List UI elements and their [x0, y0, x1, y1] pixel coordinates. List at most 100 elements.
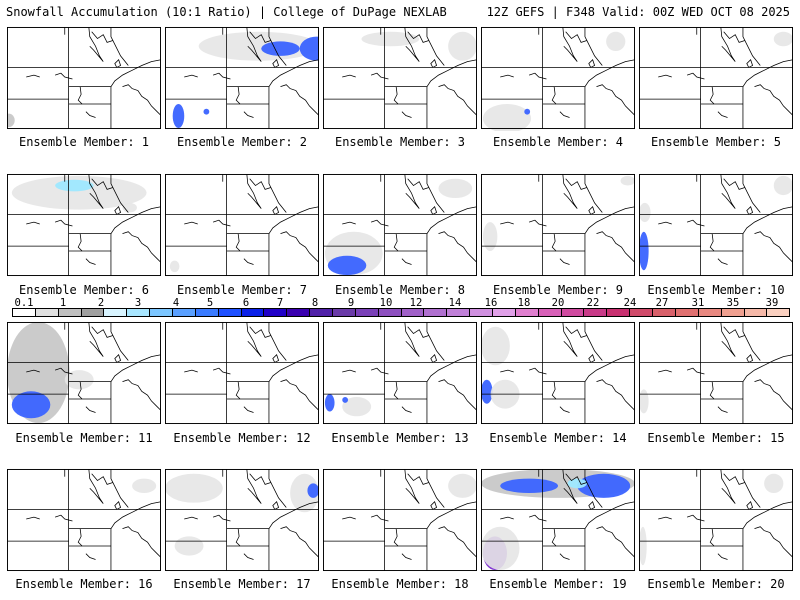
- member-map-canvas: [323, 321, 477, 425]
- member-map-canvas: [7, 173, 161, 277]
- ensemble-member-map: [323, 320, 477, 426]
- ensemble-member-map: [165, 25, 319, 131]
- legend-color-swatch: [104, 309, 128, 316]
- legend-color-swatch: [584, 309, 608, 316]
- snowfall-area: [524, 108, 531, 115]
- member-caption: Ensemble Member: 5: [650, 135, 782, 149]
- member-map-canvas: [323, 173, 477, 277]
- snowfall-area: [773, 175, 793, 196]
- member-caption: Ensemble Member: 2: [176, 135, 308, 149]
- snowfall-area: [7, 113, 15, 128]
- member-caption: Ensemble Member: 20: [647, 577, 785, 591]
- legend-tick-label: 1: [59, 297, 67, 309]
- member-caption: Ensemble Member: 8: [334, 283, 466, 297]
- member-caption: Ensemble Member: 1: [18, 135, 150, 149]
- member-map-canvas: [481, 468, 635, 572]
- legend-color-swatch: [195, 309, 219, 316]
- snowfall-area: [169, 260, 180, 273]
- member-caption: Ensemble Member: 17: [173, 577, 311, 591]
- legend-tick-label: 27: [655, 297, 669, 309]
- snowfall-area: [132, 478, 157, 494]
- legend-tick-label: 2: [97, 297, 105, 309]
- ensemble-member-map: [7, 25, 161, 131]
- snowfall-area: [11, 175, 147, 210]
- legend-tick-label: 7: [276, 297, 284, 309]
- snowfall-area: [764, 473, 784, 494]
- legend-color-swatch: [35, 309, 59, 316]
- legend-color-swatch: [333, 309, 356, 316]
- member-map-canvas: [7, 321, 161, 425]
- member-caption: Ensemble Member: 9: [492, 283, 624, 297]
- ensemble-member-map: [481, 320, 635, 426]
- member-caption: Ensemble Member: 12: [173, 431, 311, 445]
- legend-color-swatch: [653, 309, 676, 316]
- legend-color-bar: [12, 308, 790, 317]
- snowfall-area: [172, 103, 185, 129]
- ensemble-member-map: [639, 320, 793, 426]
- member-caption: Ensemble Member: 18: [331, 577, 469, 591]
- snowfall-area: [773, 31, 793, 47]
- legend-color-swatch: [287, 309, 311, 316]
- legend-color-swatch: [630, 309, 654, 316]
- legend-tick-label: 39: [765, 297, 779, 309]
- snowfall-color-legend: 0.1 1 2 3 4 5 6 7 8 9 10 12 14 16 18 20 22 24 27 31 35 39: [6, 297, 790, 319]
- member-map-canvas: [639, 468, 793, 572]
- ensemble-member-map: [481, 172, 635, 278]
- snowfall-area: [342, 397, 349, 403]
- legend-color-swatch: [675, 309, 699, 316]
- member-map-canvas: [639, 173, 793, 277]
- snowfall-area: [361, 31, 420, 47]
- legend-color-swatch: [607, 309, 631, 316]
- legend-color-swatch: [424, 309, 448, 316]
- snowfall-area: [482, 222, 498, 251]
- legend-color-swatch: [264, 309, 288, 316]
- legend-tick-label: 20: [551, 297, 565, 309]
- member-caption: Ensemble Member: 3: [334, 135, 466, 149]
- member-caption: Ensemble Member: 7: [176, 283, 308, 297]
- ensemble-member-map: [639, 467, 793, 573]
- member-map-canvas: [323, 468, 477, 572]
- legend-color-swatch: [13, 309, 36, 316]
- member-map-canvas: [165, 173, 319, 277]
- snowfall-area: [481, 379, 493, 404]
- legend-tick-label: 24: [623, 297, 637, 309]
- member-caption: Ensemble Member: 11: [15, 431, 153, 445]
- snowfall-area: [481, 326, 510, 366]
- ensemble-member-map: [481, 25, 635, 131]
- legend-color-swatch: [241, 309, 265, 316]
- snowfall-area: [448, 31, 477, 61]
- snowfall-area: [500, 478, 558, 494]
- snowfall-area: [55, 179, 94, 192]
- snowfall-area: [203, 108, 210, 115]
- legend-color-swatch: [401, 309, 425, 316]
- legend-color-swatch: [355, 309, 379, 316]
- member-caption: Ensemble Member: 6: [18, 283, 150, 297]
- ensemble-member-map: [639, 172, 793, 278]
- ensemble-member-map: [323, 467, 477, 573]
- ensemble-member-map: [7, 467, 161, 573]
- ensemble-member-map: [7, 320, 161, 426]
- legend-tick-label: 14: [448, 297, 462, 309]
- snowfall-area: [174, 536, 204, 556]
- legend-tick-label: 22: [586, 297, 600, 309]
- legend-tick-label: 3: [134, 297, 142, 309]
- legend-tick-label: 4: [172, 297, 180, 309]
- member-map-canvas: [323, 26, 477, 130]
- ensemble-member-map: [165, 320, 319, 426]
- ensemble-member-map: [481, 467, 635, 573]
- ensemble-member-map: [165, 172, 319, 278]
- member-map-canvas: [7, 468, 161, 572]
- member-caption: Ensemble Member: 15: [647, 431, 785, 445]
- legend-color-swatch: [470, 309, 494, 316]
- member-map-canvas: [481, 173, 635, 277]
- legend-color-swatch: [81, 309, 105, 316]
- snowfall-area: [620, 175, 635, 186]
- legend-tick-label: 9: [347, 297, 355, 309]
- legend-tick-label: 5: [206, 297, 214, 309]
- member-map-canvas: [639, 321, 793, 425]
- ensemble-member-map: [165, 467, 319, 573]
- map-title: Snowfall Accumulation (10:1 Ratio) | Col…: [6, 5, 447, 19]
- member-caption: Ensemble Member: 16: [15, 577, 153, 591]
- member-map-canvas: [481, 321, 635, 425]
- legend-tick-label: 10: [379, 297, 393, 309]
